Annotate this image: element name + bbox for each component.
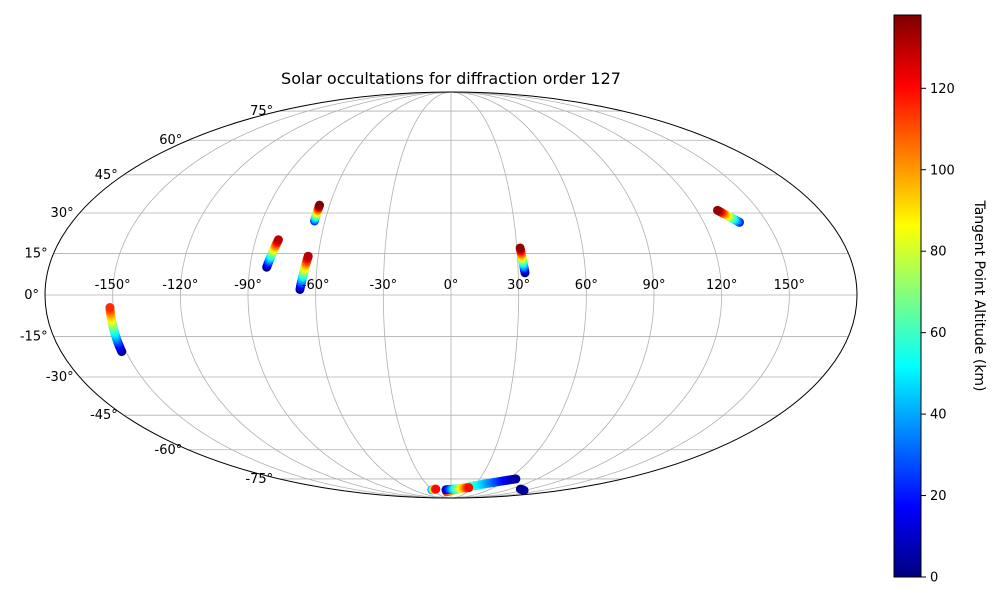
colorbar-tick-label: 100 <box>930 163 955 178</box>
scatter-point <box>464 483 474 493</box>
longitude-tick-label: -120° <box>162 278 198 293</box>
longitude-tick-label: 60° <box>575 278 598 293</box>
longitude-tick-label: 0° <box>444 278 459 293</box>
longitude-tick-label: 150° <box>774 278 805 293</box>
latitude-tick-label: -45° <box>90 408 118 423</box>
scatter-point <box>105 303 115 313</box>
colorbar-ticks: 0 20 40 60 80 100 120 <box>921 82 955 586</box>
longitude-tick-label: 90° <box>642 278 665 293</box>
latitude-tick-label: 75° <box>250 104 273 119</box>
latitude-tick-label: 0° <box>24 288 39 303</box>
scatter-point <box>303 251 313 261</box>
colorbar-frame <box>893 14 922 578</box>
colorbar-tick-label: 0 <box>930 571 938 586</box>
longitude-tick-label: 120° <box>706 278 737 293</box>
latitude-tick-label: -15° <box>20 330 48 345</box>
longitude-tick-label: -90° <box>234 278 262 293</box>
latitude-tick-label: 30° <box>51 206 74 221</box>
data-points <box>105 200 744 497</box>
graticule-grid <box>45 92 857 498</box>
colorbar-tick-label: 20 <box>930 489 947 504</box>
colorbar-label: Tangent Point Altitude (km) <box>971 199 987 391</box>
latitude-tick-label: -60° <box>155 443 183 458</box>
map-frame <box>44 91 858 499</box>
colorbar <box>894 15 921 577</box>
colorbar-tick-label: 60 <box>930 326 947 341</box>
colorbar-tick-label: 120 <box>930 82 955 97</box>
latitude-tick-label: 60° <box>159 133 182 148</box>
colorbar-tick-label: 40 <box>930 408 947 423</box>
scatter-point <box>431 484 441 494</box>
latitude-tick-label: 45° <box>95 168 118 183</box>
scatter-point <box>315 200 325 210</box>
latitude-tick-label: 15° <box>25 246 48 261</box>
longitude-tick-label: 30° <box>507 278 530 293</box>
longitude-tick-label: -30° <box>369 278 397 293</box>
latitude-tick-label: -30° <box>46 370 74 385</box>
colorbar-tick-label: 80 <box>930 245 947 260</box>
chart-title: Solar occultations for diffraction order… <box>281 69 621 88</box>
scatter-point <box>713 205 723 215</box>
longitude-tick-labels: -150° -120° -90° -60° -30° 0° 30° 60° 90° 120° 150… <box>95 278 805 293</box>
scatter-point <box>519 485 529 495</box>
longitude-tick-label: -150° <box>95 278 131 293</box>
scatter-point <box>511 474 521 484</box>
longitude-tick-label: -60° <box>302 278 330 293</box>
scatter-point <box>273 235 283 245</box>
scatter-point <box>515 243 525 253</box>
latitude-tick-label: -75° <box>245 472 273 487</box>
latitude-tick-labels: 75° 60° 45° 30° 15° 0° -15° -30° -45° -60° -75° <box>20 104 273 487</box>
